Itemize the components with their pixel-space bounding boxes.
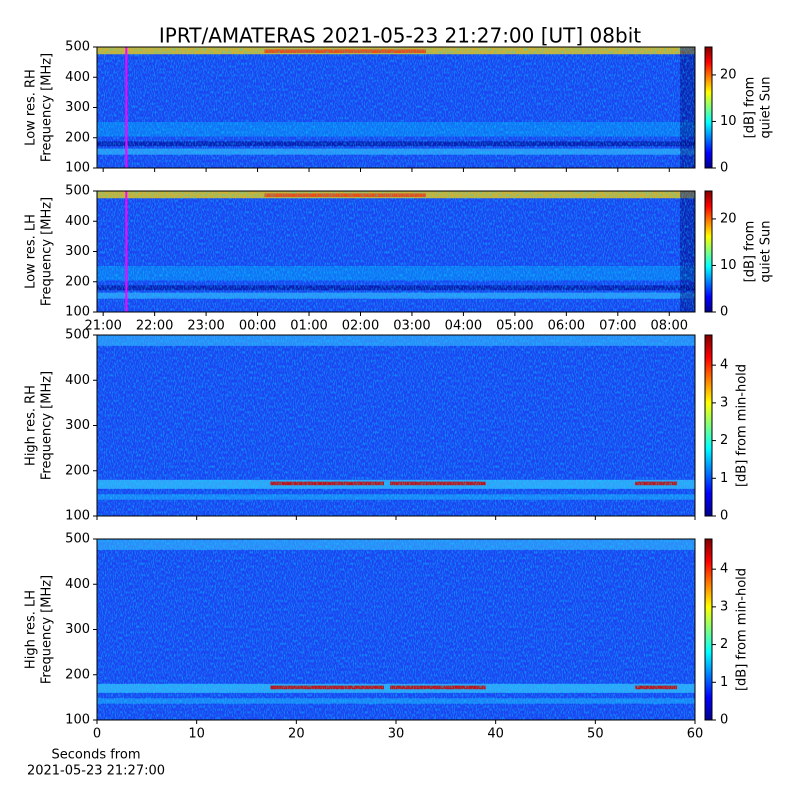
colorbar (704, 334, 713, 517)
x-tick-label: 30 (388, 727, 405, 742)
colorbar-tick-label: 4 (720, 358, 728, 373)
colorbar-tick-label: 1 (720, 675, 728, 690)
y-tick-label: 400 (65, 373, 90, 388)
colorbar-label: [dB] from (743, 221, 758, 283)
colorbar-tick-label: 0 (720, 161, 728, 176)
y-axis-label: Frequency [MHz] (40, 575, 55, 684)
x-tick-label: 60 (687, 727, 704, 742)
y-tick-label: 500 (65, 184, 90, 199)
x-tick-label: 23:00 (187, 319, 224, 334)
colorbar-tick-label: 3 (720, 395, 728, 410)
colorbar-tick-label: 4 (720, 562, 728, 577)
x-tick-label: 05:00 (496, 319, 533, 334)
x-tick-label: 02:00 (342, 319, 379, 334)
y-tick-label: 400 (65, 214, 90, 229)
colorbar-label: quiet Sun (759, 76, 774, 138)
heatmap-noise (97, 539, 695, 720)
x-tick-label: 07:00 (599, 319, 636, 334)
y-tick-label: 100 (65, 161, 90, 176)
y-tick-label: 300 (65, 418, 90, 433)
y-tick-label: 400 (65, 70, 90, 85)
x-tick-label: 22:00 (136, 319, 173, 334)
x-tick-label: 08:00 (651, 319, 688, 334)
y-tick-label: 500 (65, 40, 90, 55)
chart-title: IPRT/AMATERAS 2021-05-23 21:27:00 [UT] 0… (159, 24, 641, 48)
heatmap (97, 47, 695, 168)
y-tick-label: 500 (65, 328, 90, 343)
y-axis-label: High res. RH (24, 385, 39, 466)
x-tick-label: 06:00 (548, 319, 585, 334)
y-tick-label: 100 (65, 509, 90, 524)
colorbar-tick-label: 0 (720, 713, 728, 728)
y-tick-label: 200 (65, 667, 90, 682)
y-axis-label: High res. LH (24, 590, 39, 669)
colorbar-label: quiet Sun (759, 220, 774, 282)
colorbar-tick-label: 20 (720, 67, 737, 82)
colorbar-tick-label: 2 (720, 433, 728, 448)
y-axis-label: Low res. RH (24, 69, 39, 146)
x-tick-label: 03:00 (393, 319, 430, 334)
colorbar-tick-label: 2 (720, 637, 728, 652)
colorbar-tick-label: 3 (720, 599, 728, 614)
colorbar-tick-label: 0 (720, 305, 728, 320)
y-axis-label: Frequency [MHz] (40, 197, 55, 306)
y-tick-label: 200 (65, 130, 90, 145)
x-tick-label: 50 (587, 727, 604, 742)
x-tick-label: 0 (93, 727, 101, 742)
y-axis-label: Frequency [MHz] (40, 53, 55, 162)
y-tick-label: 300 (65, 244, 90, 259)
x-tick-label: 00:00 (239, 319, 276, 334)
x-tick-label: 01:00 (290, 319, 327, 334)
y-tick-label: 500 (65, 532, 90, 547)
colorbar-tick-label: 10 (720, 258, 737, 273)
colorbar (704, 538, 713, 721)
y-tick-label: 200 (65, 463, 90, 478)
x-axis-label: Seconds from (51, 748, 140, 763)
x-tick-label: 20 (288, 727, 305, 742)
x-tick-label: 21:00 (84, 319, 121, 334)
x-tick-label: 40 (487, 727, 504, 742)
heatmap (97, 191, 695, 312)
y-tick-label: 100 (65, 713, 90, 728)
y-tick-label: 400 (65, 577, 90, 592)
colorbar (704, 46, 713, 169)
colorbar-tick-label: 1 (720, 471, 728, 486)
y-tick-label: 300 (65, 100, 90, 115)
y-tick-label: 300 (65, 622, 90, 637)
colorbar-label: [dB] from min-hold (735, 364, 750, 487)
x-tick-label: 04:00 (445, 319, 482, 334)
colorbar-tick-label: 20 (720, 211, 737, 226)
y-tick-label: 100 (65, 305, 90, 320)
heatmap-noise (97, 335, 695, 516)
y-tick-label: 200 (65, 274, 90, 289)
colorbar-label: [dB] from (743, 77, 758, 139)
colorbar-tick-label: 10 (720, 114, 737, 129)
y-axis-label: Frequency [MHz] (40, 371, 55, 480)
heatmap-noise (97, 47, 695, 168)
x-tick-label: 10 (188, 727, 205, 742)
colorbar-label: [dB] from min-hold (735, 568, 750, 691)
heatmap-noise (97, 191, 695, 312)
y-axis-label: Low res. LH (24, 214, 39, 289)
x-axis-label: 2021-05-23 21:27:00 (27, 764, 165, 779)
colorbar (704, 190, 713, 313)
colorbar-tick-label: 0 (720, 509, 728, 524)
heatmap (97, 539, 695, 720)
heatmap (97, 335, 695, 516)
